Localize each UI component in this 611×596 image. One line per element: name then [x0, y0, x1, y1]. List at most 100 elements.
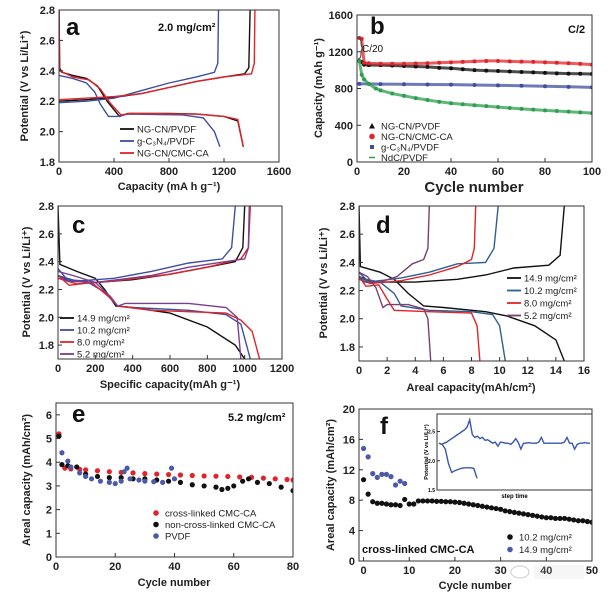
data-point — [383, 471, 390, 477]
data-point — [424, 498, 431, 504]
data-point — [378, 82, 383, 87]
y-tick-label: 2.4 — [340, 257, 356, 269]
chart-panel-e: 0 20 40 60 80 0 1 2 3 4 5 6 Cycle number Areal capaci… — [21, 401, 299, 589]
data-point — [507, 59, 512, 64]
inset-y-tick-label: 1.5 — [428, 488, 435, 494]
data-point — [449, 60, 453, 65]
data-point — [447, 499, 453, 505]
annotation: 2.0 mg/cm² — [158, 22, 216, 34]
panel-label: d — [376, 212, 391, 239]
data-point — [472, 103, 477, 108]
x-tick-label: 600 — [161, 363, 179, 375]
data-point — [425, 97, 430, 102]
x-tick-label: 20 — [109, 561, 121, 573]
y-tick-label: 800 — [335, 84, 353, 96]
y-tick-label: 4 — [46, 457, 53, 469]
data-point — [397, 502, 403, 509]
charge-curve — [59, 10, 220, 104]
chart-panel-a: 0 400 800 1200 1600 1.8 2.0 2.2 2.4 2.6 2.8 Capacit… — [19, 5, 291, 193]
data-point — [378, 61, 383, 66]
data-point — [201, 473, 207, 479]
data-point — [402, 496, 408, 503]
data-point — [566, 516, 572, 522]
y-tick-label: 2.2 — [340, 286, 355, 298]
data-point — [94, 468, 101, 474]
x-tick-label: 20 — [398, 166, 410, 178]
data-point — [94, 473, 101, 480]
data-point — [68, 464, 74, 470]
data-point — [160, 479, 166, 485]
data-point — [519, 83, 524, 88]
data-point — [130, 470, 136, 476]
legend-swatch — [507, 546, 513, 553]
data-point — [566, 61, 571, 66]
data-point — [571, 517, 577, 523]
data-point — [472, 59, 477, 64]
legend-swatch — [369, 123, 375, 129]
data-point — [413, 96, 418, 101]
data-point — [543, 515, 549, 521]
x-tick-label: 100 — [583, 166, 601, 178]
discharge-curve — [359, 276, 481, 361]
x-axis-label: Specific capacity(mAh g⁻¹) — [100, 379, 241, 391]
x-tick-label: 0 — [55, 363, 61, 375]
data-point — [425, 61, 430, 66]
data-point — [359, 72, 364, 77]
x-tick-label: 80 — [539, 166, 551, 178]
data-point — [519, 69, 524, 74]
y-tick-label: 2.6 — [340, 229, 355, 241]
data-point — [461, 500, 467, 506]
legend-label: g-C₃N₄/PVDF — [137, 137, 195, 148]
data-point — [83, 473, 89, 480]
data-point — [74, 464, 80, 470]
y-tick-label: 0 — [46, 552, 52, 564]
inset-y-tick-label: 2.5 — [428, 430, 435, 436]
x-tick-label: 0 — [53, 561, 59, 573]
data-point — [151, 479, 157, 485]
data-point — [543, 84, 547, 89]
data-point — [554, 71, 559, 76]
series-5.2-mg-cm- — [359, 206, 432, 361]
y-tick-label: 4 — [349, 526, 356, 538]
legend-label: NG-CN/PVDF — [381, 122, 440, 133]
inset-y-tick-label: 2.0 — [428, 459, 435, 465]
data-point — [472, 83, 477, 88]
legend-swatch — [153, 533, 159, 539]
data-point — [165, 478, 172, 484]
data-point — [106, 475, 112, 481]
y-tick-label: 2.4 — [40, 66, 56, 78]
y-tick-label: 6 — [46, 410, 52, 422]
data-point — [397, 478, 403, 484]
data-point — [106, 469, 112, 475]
y-tick-label: 2.0 — [340, 314, 355, 326]
data-point — [374, 474, 380, 480]
discharge-curve — [58, 206, 246, 359]
data-point — [357, 58, 362, 63]
series-5.2-mg-cm- — [58, 206, 250, 359]
data-point — [379, 471, 385, 477]
chart-panel-f: 0 10 20 30 40 50 0 4 8 12 16 20 Cycle number Areal ca… — [325, 404, 598, 592]
y-tick-label: 1600 — [329, 10, 353, 22]
chart-panel-b: 0 20 40 60 80 100 0 400 800 1200 1600 Cycle number C… — [313, 10, 601, 196]
data-point — [237, 474, 243, 480]
data-point — [65, 458, 71, 464]
data-point — [449, 101, 453, 106]
data-point — [379, 500, 385, 506]
x-axis-label: Cycle number — [439, 580, 512, 592]
data-point — [543, 70, 547, 75]
data-point — [290, 488, 293, 494]
legend-label: 8.0 mg/cm² — [77, 338, 125, 349]
legend-label: 14.9 mg/cm² — [519, 545, 572, 556]
y-tick-label: 1200 — [329, 47, 353, 59]
data-point — [362, 77, 367, 82]
data-point — [434, 498, 440, 504]
panel-label: b — [370, 13, 385, 40]
x-tick-label: 16 — [578, 365, 590, 377]
data-point — [142, 471, 148, 477]
series-10.2-mg-cm- — [360, 477, 592, 525]
data-point — [390, 91, 395, 96]
data-point — [225, 473, 231, 480]
data-point — [437, 99, 442, 104]
